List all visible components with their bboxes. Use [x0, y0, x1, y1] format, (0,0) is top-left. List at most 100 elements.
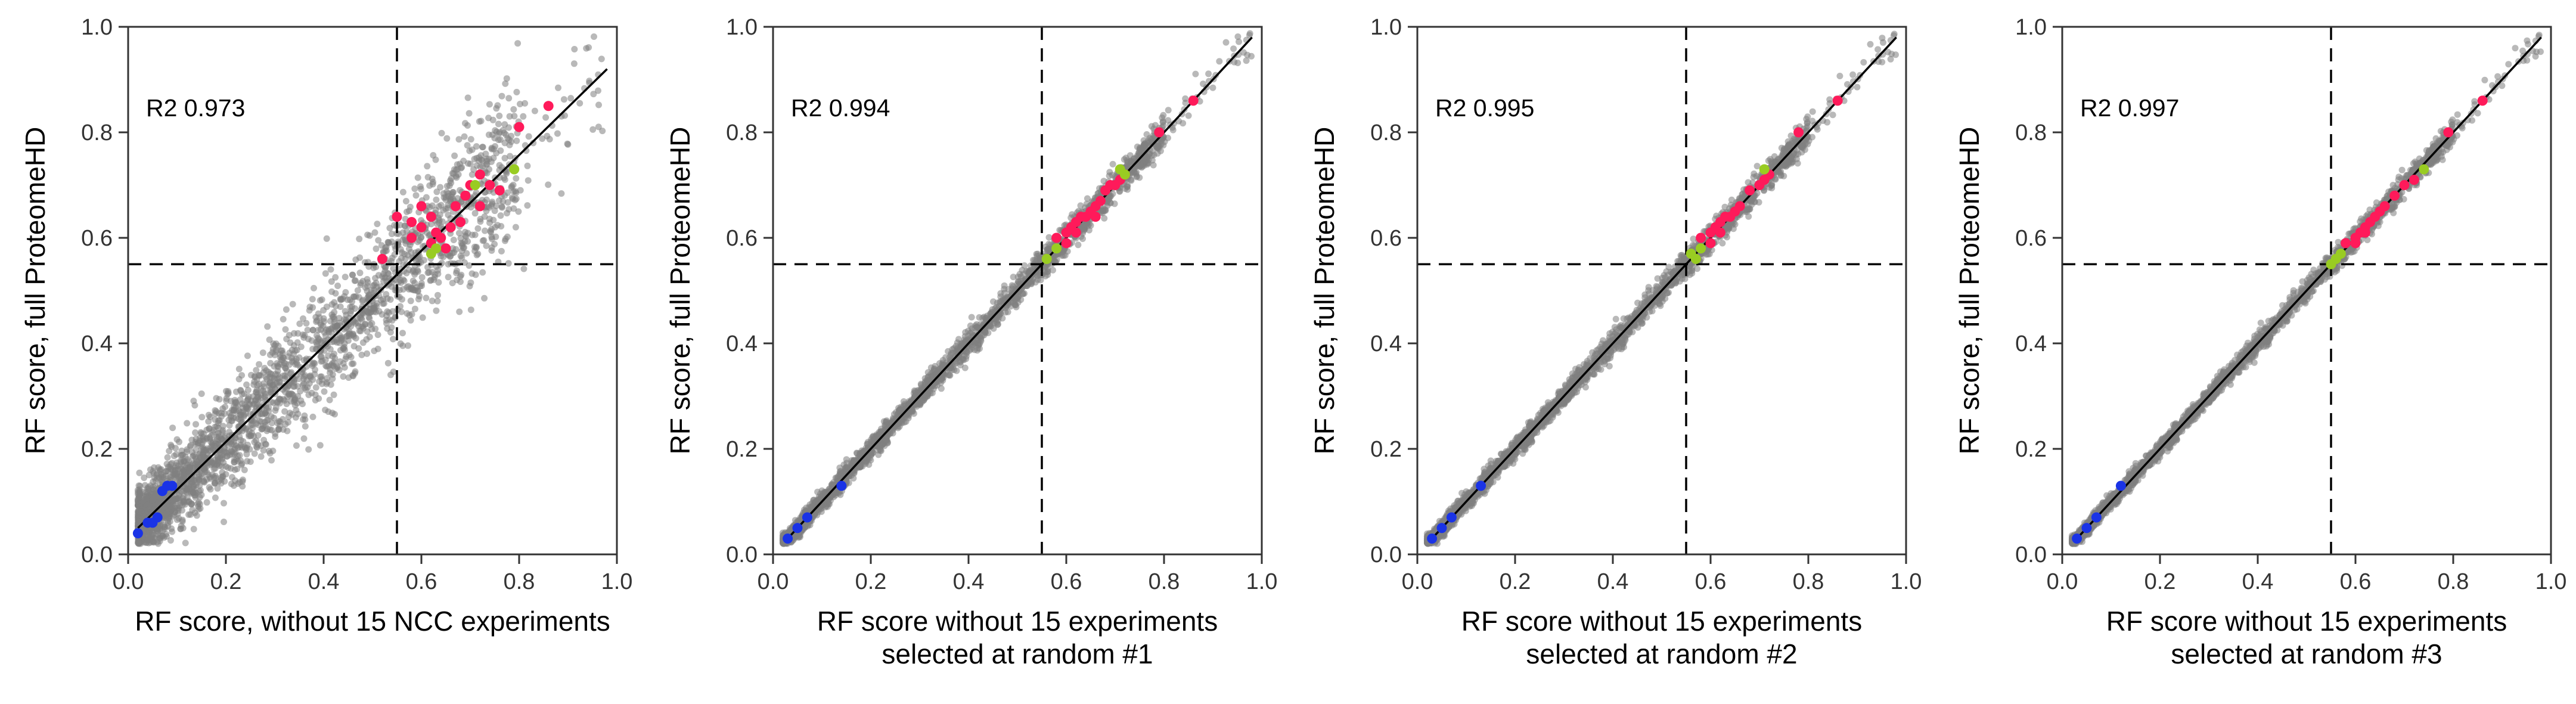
background-point	[418, 274, 426, 281]
background-point	[271, 382, 278, 389]
background-point	[349, 271, 356, 278]
background-point	[265, 448, 272, 455]
background-point	[492, 233, 499, 240]
background-point	[498, 247, 505, 255]
background-point	[411, 185, 418, 193]
background-point	[213, 395, 220, 402]
background-point	[814, 488, 821, 495]
data-point	[514, 122, 524, 132]
background-point	[321, 388, 328, 395]
background-point	[294, 383, 301, 390]
background-point	[483, 161, 491, 168]
background-point	[481, 294, 488, 302]
background-point	[1160, 111, 1167, 119]
background-point	[270, 399, 277, 407]
background-point	[373, 245, 380, 252]
background-point	[348, 360, 355, 367]
background-point	[435, 279, 442, 286]
data-point	[485, 180, 495, 190]
background-point	[590, 91, 597, 98]
background-point	[498, 92, 505, 100]
background-point	[1205, 70, 1212, 77]
background-point	[358, 351, 365, 358]
background-point	[408, 249, 414, 256]
background-point	[445, 212, 452, 218]
background-point	[539, 135, 546, 142]
background-point	[504, 233, 511, 240]
background-point	[170, 452, 178, 460]
background-point	[342, 289, 349, 296]
background-point	[1148, 123, 1155, 130]
background-point	[503, 75, 510, 82]
data-point	[494, 185, 505, 196]
background-point	[332, 324, 339, 330]
background-point	[461, 133, 468, 140]
background-point	[599, 128, 606, 135]
background-point	[190, 526, 197, 533]
background-point	[423, 294, 430, 302]
background-point	[225, 464, 231, 471]
background-point	[201, 479, 208, 486]
background-point	[189, 453, 196, 460]
background-point	[243, 404, 250, 411]
background-point	[232, 449, 239, 456]
background-point	[292, 347, 299, 354]
background-point	[318, 353, 325, 360]
background-point	[464, 142, 471, 149]
background-point	[1182, 95, 1189, 102]
background-point	[544, 132, 551, 139]
background-point	[494, 222, 501, 229]
background-point	[343, 353, 350, 360]
background-point	[150, 478, 157, 485]
background-point	[233, 388, 240, 395]
background-point	[233, 455, 240, 463]
background-point	[1124, 186, 1131, 193]
background-point	[504, 210, 510, 217]
background-point	[248, 371, 255, 379]
background-point	[144, 495, 151, 503]
background-point	[496, 162, 503, 169]
background-point	[301, 332, 308, 339]
background-point	[261, 365, 268, 371]
x-tick-label: 0.4	[308, 569, 340, 594]
background-point	[147, 466, 154, 473]
background-point	[436, 219, 443, 227]
background-point	[184, 420, 191, 427]
background-point	[370, 302, 377, 309]
background-point	[558, 190, 565, 197]
y-tick-label: 0.8	[81, 120, 113, 145]
background-point	[279, 347, 285, 354]
fit-line	[137, 68, 608, 529]
background-point	[458, 240, 465, 247]
background-point	[219, 473, 226, 480]
background-point	[507, 153, 514, 160]
background-point	[235, 365, 243, 373]
background-point	[522, 100, 529, 107]
x-tick-label: 0.2	[210, 569, 242, 594]
background-point	[223, 397, 230, 404]
background-point	[199, 444, 206, 451]
background-point	[336, 367, 343, 374]
background-point	[493, 105, 500, 112]
background-point	[206, 425, 213, 432]
background-point	[359, 310, 367, 317]
background-point	[192, 494, 199, 501]
background-point	[368, 325, 375, 333]
background-point	[545, 181, 552, 188]
background-point	[432, 156, 439, 163]
background-point	[467, 160, 474, 168]
background-point	[495, 120, 502, 128]
background-point	[445, 274, 452, 281]
background-point	[406, 312, 413, 319]
background-point	[426, 182, 433, 189]
background-point	[312, 314, 319, 321]
background-point	[961, 364, 969, 371]
background-point	[345, 374, 352, 381]
background-point	[1077, 202, 1084, 209]
data-point	[445, 222, 456, 232]
background-point	[193, 446, 200, 454]
background-point	[399, 342, 406, 349]
background-point	[255, 372, 262, 379]
background-point	[163, 533, 170, 540]
background-point	[288, 355, 295, 362]
